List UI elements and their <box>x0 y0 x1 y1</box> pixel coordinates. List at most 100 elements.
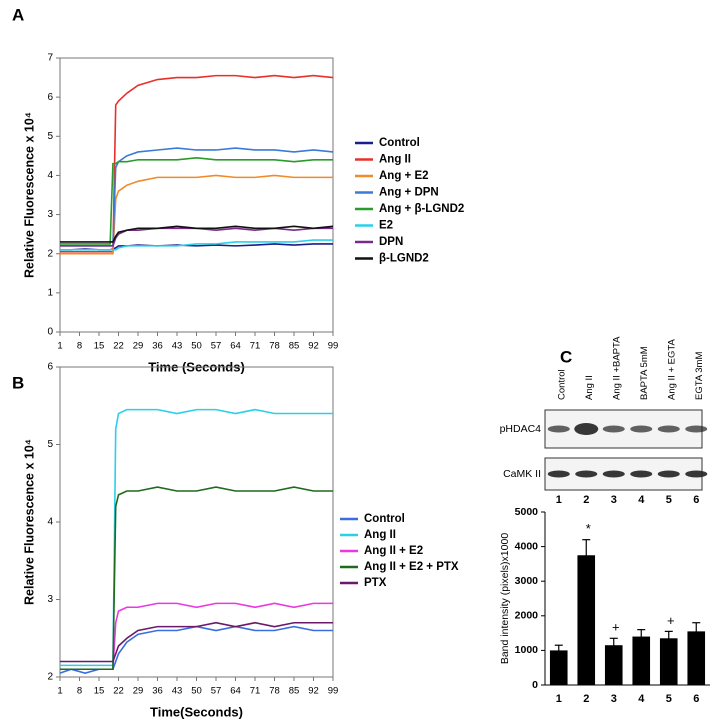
x-tick-label: 57 <box>211 341 222 352</box>
blot-band <box>657 470 680 478</box>
x-tick-label: 85 <box>289 341 300 352</box>
blot-band <box>574 423 599 435</box>
bar <box>604 645 623 685</box>
lane-label: BAPTA 5mM <box>639 346 650 400</box>
lane-label: EGTA 3mM <box>694 352 705 400</box>
series-line <box>60 225 334 243</box>
series-line <box>60 602 333 671</box>
x-tick-label: 5 <box>666 693 672 705</box>
y-tick-label: 5000 <box>515 506 539 518</box>
legend-label: Ang + DPN <box>379 187 439 199</box>
blot-band <box>602 425 625 433</box>
x-tick-label: 6 <box>693 693 699 705</box>
x-tick-label: 92 <box>308 341 319 352</box>
blot-band <box>630 425 653 433</box>
bar <box>687 631 706 685</box>
legend-label: β-LGND2 <box>379 253 429 265</box>
lane-number: 2 <box>583 494 589 506</box>
y-tick-label: 4 <box>47 170 53 181</box>
lane-number: 3 <box>611 494 617 506</box>
x-tick-label: 29 <box>133 686 144 697</box>
legend-label: Ang II + E2 + PTX <box>364 561 459 573</box>
y-tick-label: 1 <box>47 287 53 298</box>
series-line <box>60 486 333 671</box>
x-tick-label: 1 <box>57 686 62 697</box>
x-tick-label: 36 <box>152 341 163 352</box>
lane-label: Ang II <box>584 375 595 400</box>
blot-band <box>575 470 598 478</box>
bar <box>659 638 678 685</box>
lane-number: 5 <box>666 494 672 506</box>
x-tick-label: 92 <box>308 686 319 697</box>
x-tick-label: 8 <box>77 686 82 697</box>
legend-label: E2 <box>379 220 393 232</box>
lane-number: 1 <box>556 494 562 506</box>
y-tick-label: 3000 <box>515 575 539 587</box>
x-tick-label: 64 <box>230 341 241 352</box>
y-tick-label: 3 <box>47 209 53 220</box>
y-axis-label: Relative Fluorescence x 10⁴ <box>22 439 36 605</box>
legend-label: Control <box>364 513 405 525</box>
legend-label: Ang + E2 <box>379 170 429 182</box>
x-tick-label: 15 <box>94 686 105 697</box>
panel-label: C <box>560 347 572 366</box>
x-axis-label: Time(Seconds) <box>150 704 243 719</box>
y-tick-label: 4000 <box>515 540 539 552</box>
x-tick-label: 15 <box>94 341 105 352</box>
y-tick-label: 5 <box>47 439 53 450</box>
panel-label: A <box>12 5 24 24</box>
significance-marker: * <box>586 521 591 536</box>
x-tick-label: 64 <box>230 686 241 697</box>
lane-number: 6 <box>693 494 699 506</box>
x-tick-label: 99 <box>328 341 339 352</box>
x-tick-label: 2 <box>583 693 589 705</box>
legend-label: Control <box>379 137 420 149</box>
y-tick-label: 2000 <box>515 610 539 622</box>
x-tick-label: 36 <box>152 686 163 697</box>
legend-label: Ang II <box>379 154 411 166</box>
bar <box>577 555 596 685</box>
series-line <box>60 621 333 663</box>
x-tick-label: 71 <box>250 686 261 697</box>
series-line <box>60 408 333 667</box>
bar <box>632 636 651 685</box>
x-tick-label: 50 <box>191 686 202 697</box>
x-tick-label: 78 <box>269 341 280 352</box>
lane-label: Control <box>556 369 567 400</box>
blot-band <box>547 470 570 478</box>
x-tick-label: 4 <box>638 693 645 705</box>
x-tick-label: 22 <box>113 341 124 352</box>
x-tick-label: 22 <box>113 686 124 697</box>
legend-label: Ang II <box>364 529 396 541</box>
significance-marker: + <box>667 613 675 628</box>
blot-band <box>630 470 653 478</box>
bar <box>549 650 568 685</box>
y-tick-label: 6 <box>47 362 53 373</box>
lane-label: Ang II + EGTA <box>666 339 677 400</box>
x-tick-label: 43 <box>172 341 183 352</box>
y-tick-label: 1000 <box>515 644 539 656</box>
x-tick-label: 29 <box>133 341 144 352</box>
y-tick-label: 5 <box>47 131 53 142</box>
x-tick-label: 1 <box>556 693 562 705</box>
blot-row-label: CaMK II <box>503 468 541 480</box>
series-line <box>60 157 333 245</box>
blot-row-label: pHDAC4 <box>500 423 542 435</box>
plot-frame <box>59 57 334 333</box>
x-tick-label: 85 <box>289 686 300 697</box>
x-tick-label: 71 <box>250 341 261 352</box>
y-tick-label: 0 <box>47 327 53 338</box>
x-tick-label: 78 <box>269 686 280 697</box>
series-line <box>60 147 334 247</box>
legend-label: Ang + β-LGND2 <box>379 203 464 215</box>
series-line <box>60 243 333 251</box>
y-tick-label: 7 <box>47 53 53 64</box>
blot-band <box>685 425 708 433</box>
lane-label: Ang II +BAPTA <box>611 336 622 400</box>
y-axis-label: Relative Fluorescence x 10⁴ <box>22 112 36 278</box>
y-axis-label: Band intensity (pixels)x1000 <box>499 533 511 664</box>
blot-band <box>685 470 708 478</box>
y-tick-label: 0 <box>532 679 538 691</box>
legend-label: DPN <box>379 236 403 248</box>
blot-band <box>547 425 570 433</box>
